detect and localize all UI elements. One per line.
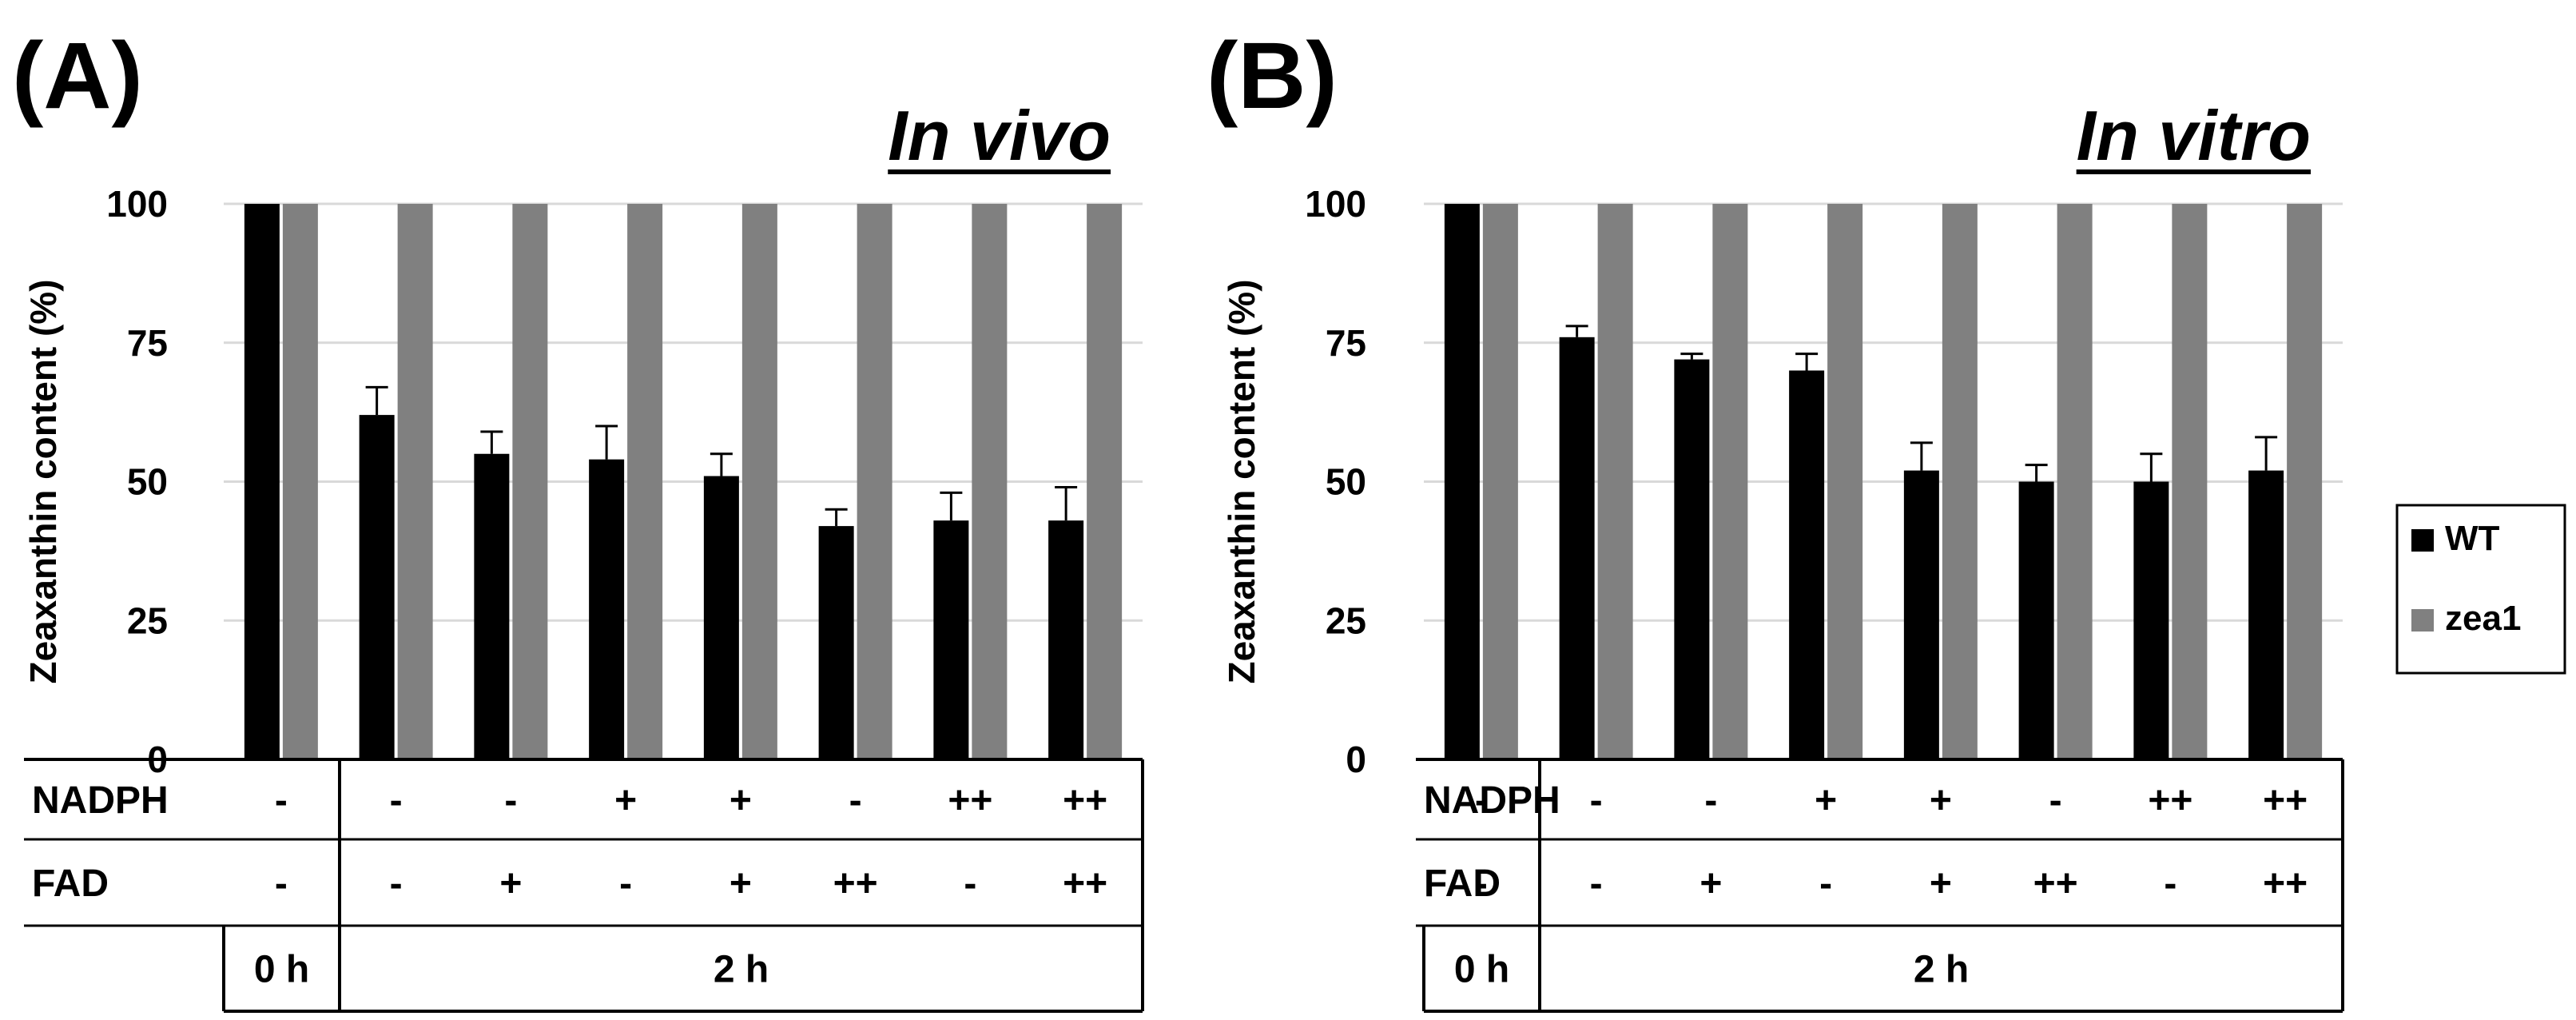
table-cell: - [619,863,632,905]
bar-wt [244,204,280,759]
table-cell: ++ [2033,863,2078,905]
bar-zea1 [1942,204,1978,759]
y-tick-label: 50 [1326,461,1366,503]
y-tick-label: 100 [1305,183,1366,225]
table-cell: + [1815,779,1837,822]
table-cell: - [1819,863,1832,905]
table-cell: + [1699,863,1722,905]
panel-b: (B) In vitro 0 25 50 75 100 Zeaxanthin content … [1207,23,2344,1013]
table-cell: + [614,779,637,822]
table-cell: + [1930,863,1952,905]
table-cell: + [729,779,752,822]
y-axis-label: Zeaxanthin content (%) [22,279,64,683]
time-label: 0 h [1454,949,1509,991]
table-cell: ++ [2263,863,2308,905]
table-cell: - [390,779,403,822]
legend-swatch [2411,529,2434,552]
legend: WT zea1 [2395,504,2566,675]
table-cell: - [504,779,517,822]
y-tick-label: 75 [1326,322,1366,364]
bar-wt [1048,520,1084,759]
table-row-label: NADPH [1424,779,1560,822]
y-tick-label: 75 [127,322,168,364]
bar-wt [703,476,739,759]
chart-title: In vivo [888,96,1111,175]
bar-wt [589,459,625,759]
bar-wt [1674,359,1710,759]
table-cell: - [1590,863,1603,905]
time-label: 0 h [254,949,309,991]
table-row-label: FAD [32,863,109,905]
table-cell: ++ [1063,779,1107,822]
table-cell: + [499,863,522,905]
legend-swatch [2411,609,2434,632]
bar-zea1 [397,204,433,759]
bar-wt [2248,470,2284,759]
bar-wt [1559,337,1595,759]
bar-wt [474,453,510,759]
bar-zea1 [2057,204,2093,759]
panel-label: (A) [12,23,143,129]
y-axis-label: Zeaxanthin content (%) [1221,279,1262,683]
table-cell: + [729,863,752,905]
table-cell: - [1475,779,1488,822]
table-cell: - [1590,779,1603,822]
table-cell: - [1704,779,1717,822]
table-cell: - [849,779,862,822]
chart-title: In vitro [2077,96,2311,175]
table-cell: ++ [2148,779,2192,822]
table-cell: - [390,863,403,905]
bar-zea1 [2287,204,2323,759]
table-cell: - [964,863,976,905]
legend-label: WT [2445,519,2500,558]
table-cell: ++ [833,863,878,905]
table-row-label: NADPH [32,779,169,822]
bar-zea1 [282,204,318,759]
table-cell: - [2049,779,2062,822]
bar-zea1 [1712,204,1748,759]
bar-zea1 [741,204,777,759]
bar-zea1 [2172,204,2208,759]
table-cell: - [275,863,288,905]
bar-zea1 [1597,204,1633,759]
y-tick-label: 100 [106,183,168,225]
table-cell: + [1930,779,1952,822]
table-row-label: FAD [1424,863,1501,905]
table-cell: - [2164,863,2176,905]
y-tick-label: 50 [127,461,168,503]
table-cell: ++ [2263,779,2308,822]
bar-wt [1444,204,1480,759]
legend-label: zea1 [2445,599,2521,638]
bar-wt [359,415,395,759]
bar-wt [2018,481,2054,759]
bar-wt [1903,470,1939,759]
panel-label: (B) [1207,23,1338,129]
y-tick-label: 0 [1346,739,1366,780]
table-cell: ++ [948,779,992,822]
time-label: 2 h [1914,949,1969,991]
y-tick-label: 25 [127,600,168,641]
bar-zea1 [1087,204,1123,759]
bar-zea1 [857,204,892,759]
bar-wt [1789,370,1825,759]
bar-zea1 [1482,204,1518,759]
bar-wt [818,526,854,759]
table-cell: - [275,779,288,822]
bar-zea1 [512,204,548,759]
table-cell: - [1475,863,1488,905]
bar-wt [933,520,969,759]
table-cell: ++ [1063,863,1107,905]
bar-zea1 [1827,204,1863,759]
y-tick-label: 25 [1326,600,1366,641]
bar-zea1 [627,204,663,759]
bar-zea1 [972,204,1008,759]
time-label: 2 h [714,949,769,991]
bar-wt [2133,481,2169,759]
